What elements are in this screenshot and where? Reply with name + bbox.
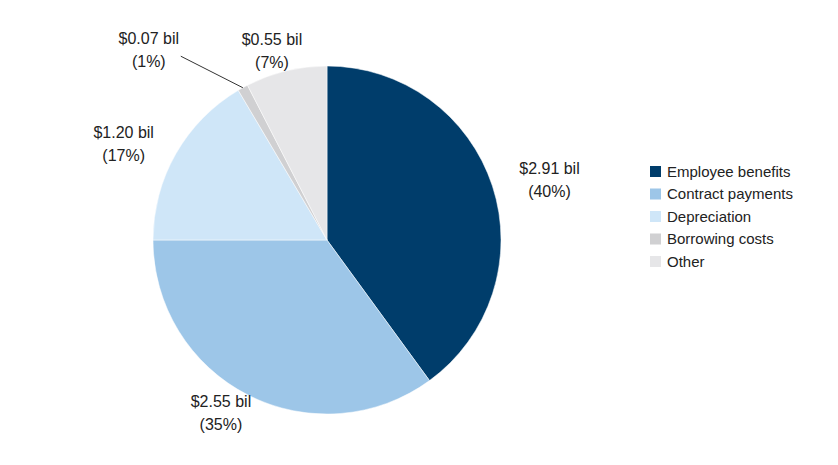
slice xyxy=(247,66,327,240)
legend-swatch xyxy=(650,189,661,200)
legend-label: Employee benefits xyxy=(667,163,790,180)
chart: $2.91 bil (40%) $2.55 bil (35%) $1.20 bil (17… xyxy=(0,0,838,465)
value-label: $2.55 bil xyxy=(191,393,252,410)
labels: $2.91 bil (40%) $2.55 bil (35%) $1.20 bil (17… xyxy=(93,30,579,433)
legend-swatch xyxy=(650,234,661,245)
value-label: $2.91 bil xyxy=(519,160,580,177)
legend-label: Contract payments xyxy=(667,185,793,202)
percentage-label: (7%) xyxy=(255,54,289,71)
legend-swatch xyxy=(650,256,661,267)
value-label: $0.07 bil xyxy=(119,30,180,47)
legend-label: Other xyxy=(667,253,705,270)
percentage-label: (35%) xyxy=(200,416,243,433)
value-label: $0.55 bil xyxy=(242,31,303,48)
value-label: $1.20 bil xyxy=(93,124,154,141)
leader-line xyxy=(181,56,243,88)
legend-label: Depreciation xyxy=(667,208,751,225)
percentage-label: (40%) xyxy=(528,183,571,200)
slice xyxy=(153,240,430,414)
legend: Employee benefits Contract payments Deprec… xyxy=(650,163,793,270)
slices xyxy=(153,66,501,414)
legend-label: Borrowing costs xyxy=(667,230,774,247)
percentage-label: (1%) xyxy=(132,53,166,70)
legend-swatch xyxy=(650,211,661,222)
legend-swatch xyxy=(650,166,661,177)
percentage-label: (17%) xyxy=(102,147,145,164)
